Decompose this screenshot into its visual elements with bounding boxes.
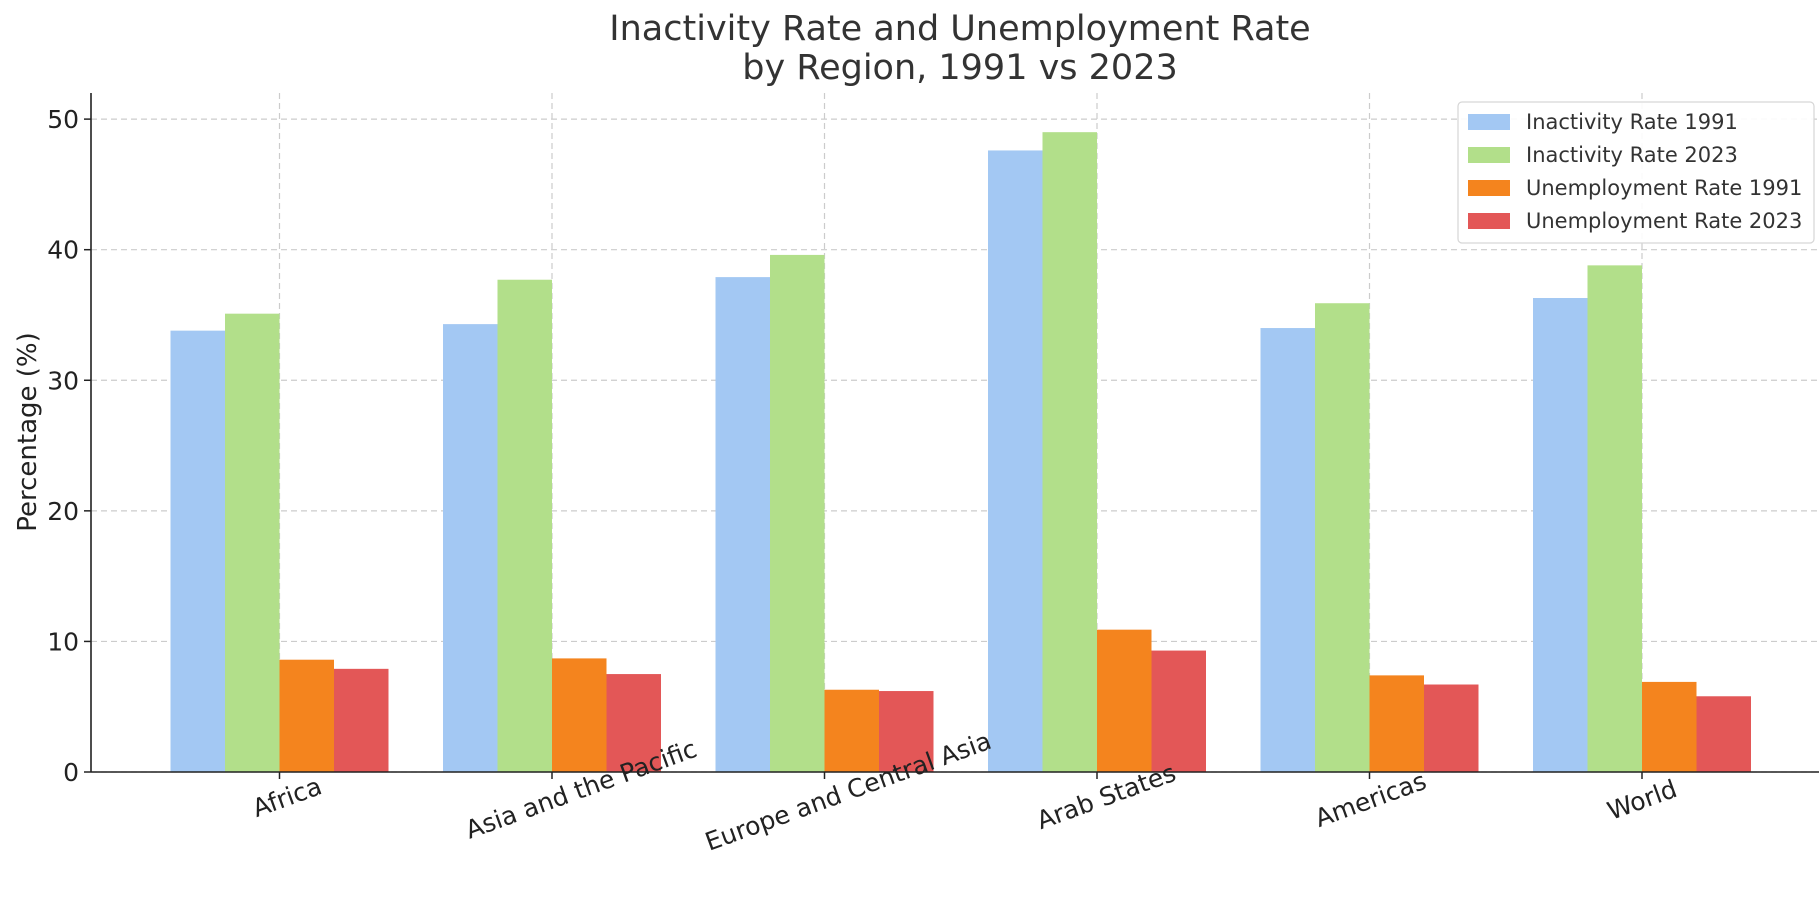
- bar: [1260, 328, 1315, 772]
- chart-title-line-1: Inactivity Rate and Unemployment Rate: [609, 9, 1310, 49]
- bar: [1587, 265, 1642, 772]
- y-tick-label: 40: [47, 236, 79, 265]
- bar: [1042, 132, 1097, 772]
- bar: [606, 674, 661, 772]
- bar: [1369, 675, 1424, 772]
- y-tick-label: 50: [47, 105, 79, 134]
- bar: [552, 658, 607, 772]
- x-tick-label: Africa: [249, 771, 326, 823]
- bar: [443, 324, 498, 772]
- legend-box: [1457, 101, 1815, 244]
- x-tick-label: Americas: [1311, 766, 1430, 833]
- y-tick-label: 30: [47, 366, 79, 395]
- legend-swatch: [1468, 213, 1510, 229]
- x-tick-label: World: [1603, 774, 1680, 826]
- legend: Inactivity Rate 1991 Inactivity Rate 2023…: [1457, 101, 1815, 244]
- legend-label: Inactivity Rate 2023: [1526, 143, 1738, 167]
- legend-label: Inactivity Rate 1991: [1526, 110, 1738, 134]
- y-tick-label: 10: [47, 627, 79, 656]
- bar: [170, 330, 225, 772]
- bar: [1696, 696, 1751, 772]
- legend-label: Unemployment Rate 1991: [1526, 176, 1802, 200]
- bar: [225, 313, 280, 772]
- bar: [824, 689, 879, 772]
- legend-label: Unemployment Rate 2023: [1526, 209, 1802, 233]
- bar: [497, 279, 552, 772]
- bar: [1424, 684, 1479, 772]
- chart-title-line-2: by Region, 1991 vs 2023: [742, 48, 1177, 88]
- y-tick-label: 20: [47, 497, 79, 526]
- bar: [1642, 681, 1697, 772]
- legend-swatch: [1468, 147, 1510, 163]
- bar: [770, 254, 825, 772]
- bar: [879, 691, 934, 772]
- legend-swatch: [1468, 114, 1510, 130]
- bar: [1097, 629, 1152, 772]
- legend-swatch: [1468, 180, 1510, 196]
- bars: [170, 132, 1751, 772]
- bar: [279, 659, 334, 772]
- bar: [1533, 298, 1588, 772]
- y-tick-label: 0: [63, 758, 79, 787]
- bar: [988, 150, 1043, 772]
- bar: [334, 668, 389, 772]
- bar: [715, 277, 770, 772]
- y-axis-label: Percentage (%): [13, 332, 43, 532]
- bar: [1315, 303, 1370, 772]
- bar: [1151, 650, 1206, 772]
